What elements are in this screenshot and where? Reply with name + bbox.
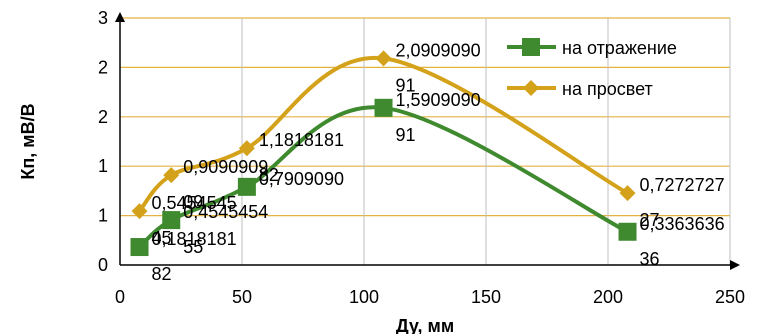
y-axis-title: Кп, мВ/В	[18, 103, 38, 179]
data-point	[237, 177, 256, 196]
data-label-line: 0,7909090	[259, 169, 344, 189]
data-label: 1,5909090 91	[396, 90, 481, 145]
data-label-line: 0,5454545	[152, 193, 237, 213]
data-label-line: 09	[183, 192, 203, 212]
x-tick-label: 150	[471, 287, 501, 307]
series-layer	[130, 50, 637, 257]
data-label-line: 45	[152, 228, 172, 248]
x-tick-label: 0	[115, 287, 125, 307]
x-tick-label: 250	[715, 287, 745, 307]
data-point	[375, 50, 392, 67]
data-label-line: 82	[152, 264, 172, 284]
data-point	[619, 185, 636, 202]
data-label-line: 0,1818181	[152, 229, 237, 249]
data-label-line: 0,3363636	[640, 214, 725, 234]
data-label: 0,7272727 27	[640, 175, 725, 230]
axes: 0 1 1 2 2 3 0 50 100 150 200 250	[98, 8, 745, 307]
data-point	[163, 167, 180, 184]
data-label-line: 1,1818181	[259, 130, 344, 150]
legend-label: на отражение	[562, 38, 677, 58]
data-label: 0,9090909 09	[183, 157, 268, 212]
data-label-line: 91	[396, 125, 416, 145]
legend-marker	[522, 38, 540, 56]
data-label-line: 0,7272727	[640, 175, 725, 195]
y-tick-label: 3	[98, 8, 108, 28]
data-point	[374, 98, 393, 117]
data-label-line: 0,4545454	[183, 202, 268, 222]
grid	[120, 17, 731, 265]
data-point	[131, 203, 148, 220]
data-label: 0,5454545 45	[152, 193, 237, 248]
data-point	[162, 211, 181, 230]
y-tick-label: 1	[98, 156, 108, 176]
data-label: 2,0909090 91	[396, 40, 481, 95]
data-labels: 0,5454545 45 0,9090909 09 1,1818181 82 2,09090…	[152, 40, 725, 284]
x-tick-label: 100	[349, 287, 379, 307]
x-axis-title: Ду, мм	[396, 316, 454, 334]
data-label-line: 2,0909090	[396, 40, 481, 60]
y-tick-label: 2	[98, 107, 108, 127]
data-label-line: 55	[183, 237, 203, 257]
data-label-line: 91	[396, 75, 416, 95]
data-label: 1,1818181 82	[259, 130, 344, 185]
data-point	[238, 140, 255, 157]
data-label: 0,4545454 55	[183, 202, 268, 257]
data-label: 0,3363636 36	[640, 214, 725, 269]
legend-marker	[523, 80, 539, 96]
y-tick-label: 1	[98, 206, 108, 226]
data-label: 0,1818181 82	[152, 229, 237, 284]
data-point	[618, 222, 637, 241]
data-label-line: 36	[640, 249, 660, 269]
data-label-line: 1,5909090	[396, 90, 481, 110]
legend: на отражение на просвет	[507, 38, 677, 99]
data-label: 0,7909090	[259, 169, 344, 189]
y-axis-arrow	[115, 12, 125, 22]
y-tick-label: 0	[98, 255, 108, 275]
y-tick-label: 2	[98, 57, 108, 77]
data-label-line: 0,9090909	[183, 157, 268, 177]
x-tick-label: 50	[232, 287, 252, 307]
legend-label: на просвет	[562, 79, 653, 99]
data-label-line: 27	[640, 210, 660, 230]
data-point	[130, 238, 149, 257]
data-label-line: 82	[259, 165, 279, 185]
x-axis-arrow	[730, 260, 740, 270]
x-tick-label: 200	[593, 287, 623, 307]
